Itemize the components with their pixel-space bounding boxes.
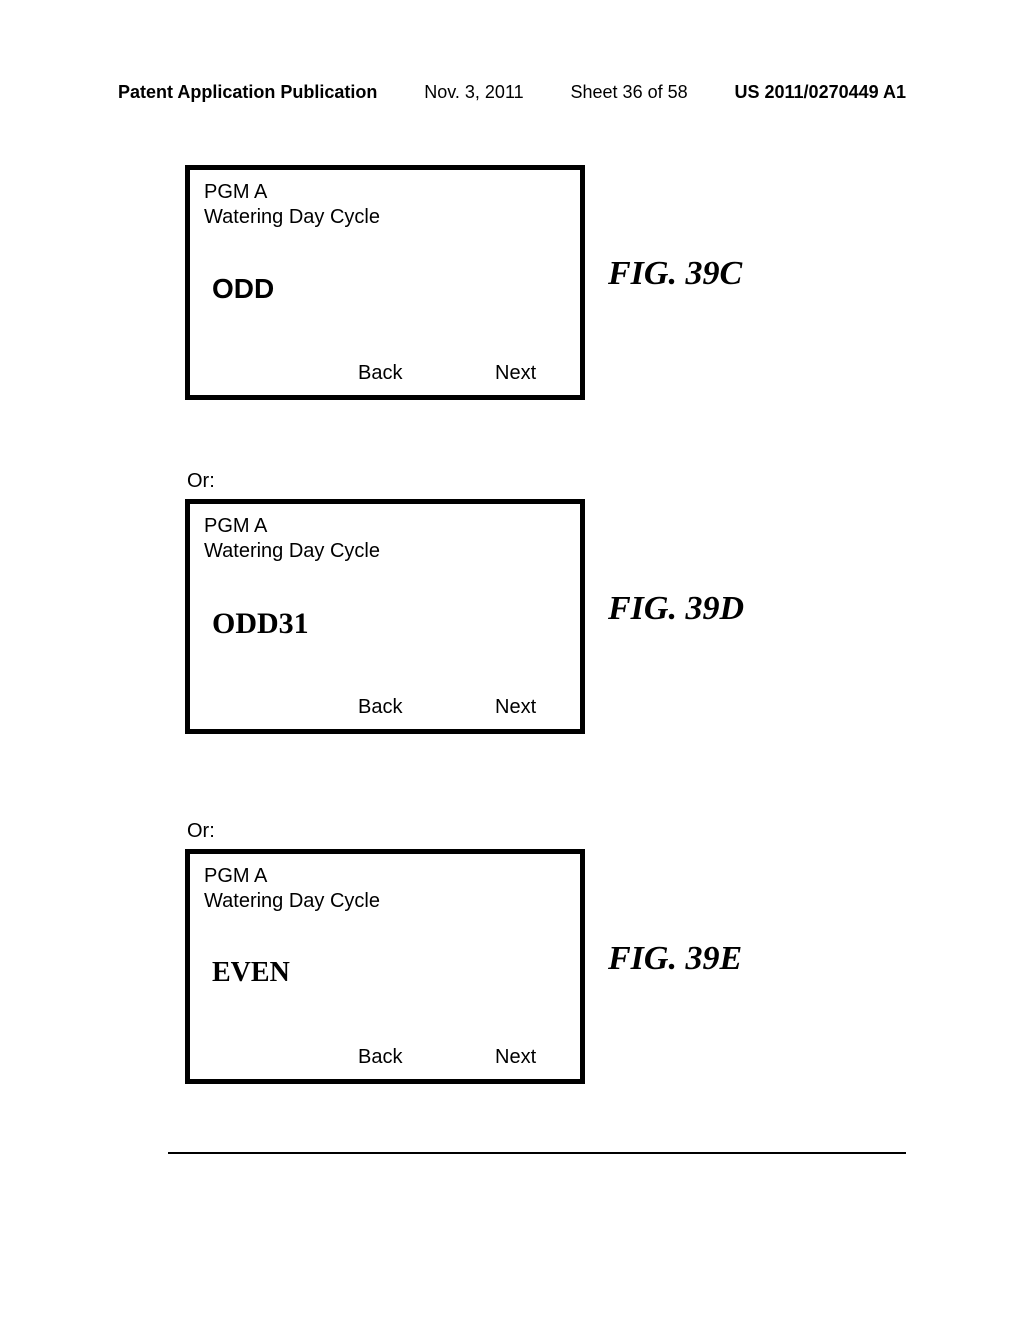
screen-box-39c: PGM A Watering Day Cycle ODD Back Next <box>185 165 585 400</box>
figure-label-39d: FIG. 39D <box>608 590 744 628</box>
next-button[interactable]: Next <box>495 1046 536 1069</box>
figure-39e-group: Or: PGM A Watering Day Cycle EVEN Back N… <box>185 820 585 1084</box>
program-label: PGM A <box>204 514 380 539</box>
subtitle-label: Watering Day Cycle <box>204 889 380 914</box>
back-button[interactable]: Back <box>358 1046 402 1069</box>
figure-39d-group: Or: PGM A Watering Day Cycle ODD31 Back … <box>185 470 585 734</box>
subtitle-label: Watering Day Cycle <box>204 539 380 564</box>
program-label: PGM A <box>204 864 380 889</box>
figure-39c-group: PGM A Watering Day Cycle ODD Back Next <box>185 165 585 400</box>
or-label: Or: <box>187 470 585 493</box>
figure-label-39c: FIG. 39C <box>608 255 742 293</box>
sheet-number: Sheet 36 of 58 <box>571 82 688 103</box>
publication-date: Nov. 3, 2011 <box>424 82 523 103</box>
footer-divider <box>168 1152 906 1154</box>
next-button[interactable]: Next <box>495 696 536 719</box>
publication-label: Patent Application Publication <box>118 82 377 103</box>
screen-header: PGM A Watering Day Cycle <box>204 180 380 230</box>
or-label: Or: <box>187 820 585 843</box>
cycle-value: ODD31 <box>212 607 309 641</box>
back-button[interactable]: Back <box>358 696 402 719</box>
page-header: Patent Application Publication Nov. 3, 2… <box>118 82 906 103</box>
program-label: PGM A <box>204 180 380 205</box>
screen-box-39e: PGM A Watering Day Cycle EVEN Back Next <box>185 849 585 1084</box>
screen-header: PGM A Watering Day Cycle <box>204 864 380 914</box>
cycle-value: EVEN <box>212 957 290 989</box>
publication-number: US 2011/0270449 A1 <box>735 82 906 103</box>
next-button[interactable]: Next <box>495 362 536 385</box>
back-button[interactable]: Back <box>358 362 402 385</box>
figure-label-39e: FIG. 39E <box>608 940 742 978</box>
screen-box-39d: PGM A Watering Day Cycle ODD31 Back Next <box>185 499 585 734</box>
cycle-value: ODD <box>212 273 274 305</box>
screen-header: PGM A Watering Day Cycle <box>204 514 380 564</box>
subtitle-label: Watering Day Cycle <box>204 205 380 230</box>
